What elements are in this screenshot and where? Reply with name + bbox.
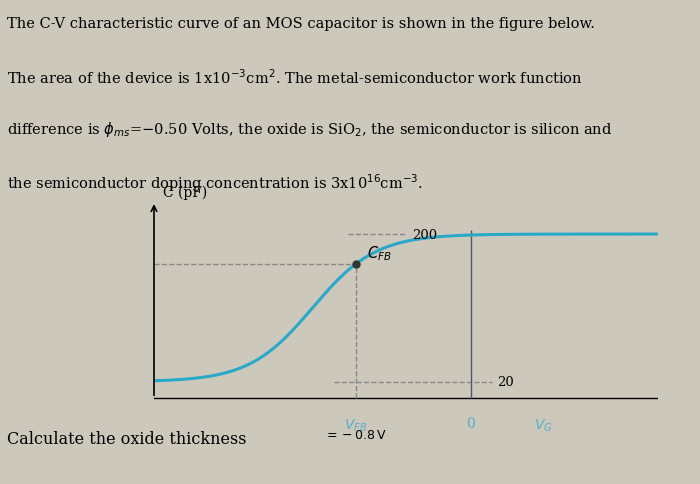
- Text: $V_{FB}$: $V_{FB}$: [344, 416, 368, 433]
- Text: $V_G$: $V_G$: [533, 416, 552, 433]
- Text: Calculate the oxide thickness: Calculate the oxide thickness: [7, 430, 246, 447]
- Text: The area of the device is 1x10$^{-3}$cm$^2$. The metal-semiconductor work functi: The area of the device is 1x10$^{-3}$cm$…: [7, 69, 582, 87]
- Text: $= -0.8\,\mathrm{V}$: $= -0.8\,\mathrm{V}$: [324, 428, 387, 441]
- Text: 200: 200: [412, 228, 437, 241]
- Text: the semiconductor doping concentration is 3x10$^{16}$cm$^{-3}$.: the semiconductor doping concentration i…: [7, 171, 423, 193]
- Text: 0: 0: [466, 416, 475, 430]
- Text: The C-V characteristic curve of an MOS capacitor is shown in the figure below.: The C-V characteristic curve of an MOS c…: [7, 17, 595, 31]
- Text: C (pF): C (pF): [162, 185, 207, 199]
- Text: 20: 20: [497, 376, 514, 389]
- Text: $C_{FB}$: $C_{FB}$: [367, 244, 391, 263]
- Text: difference is $\phi_{ms}$=$-$0.50 Volts, the oxide is SiO$_2$, the semiconductor: difference is $\phi_{ms}$=$-$0.50 Volts,…: [7, 120, 612, 139]
